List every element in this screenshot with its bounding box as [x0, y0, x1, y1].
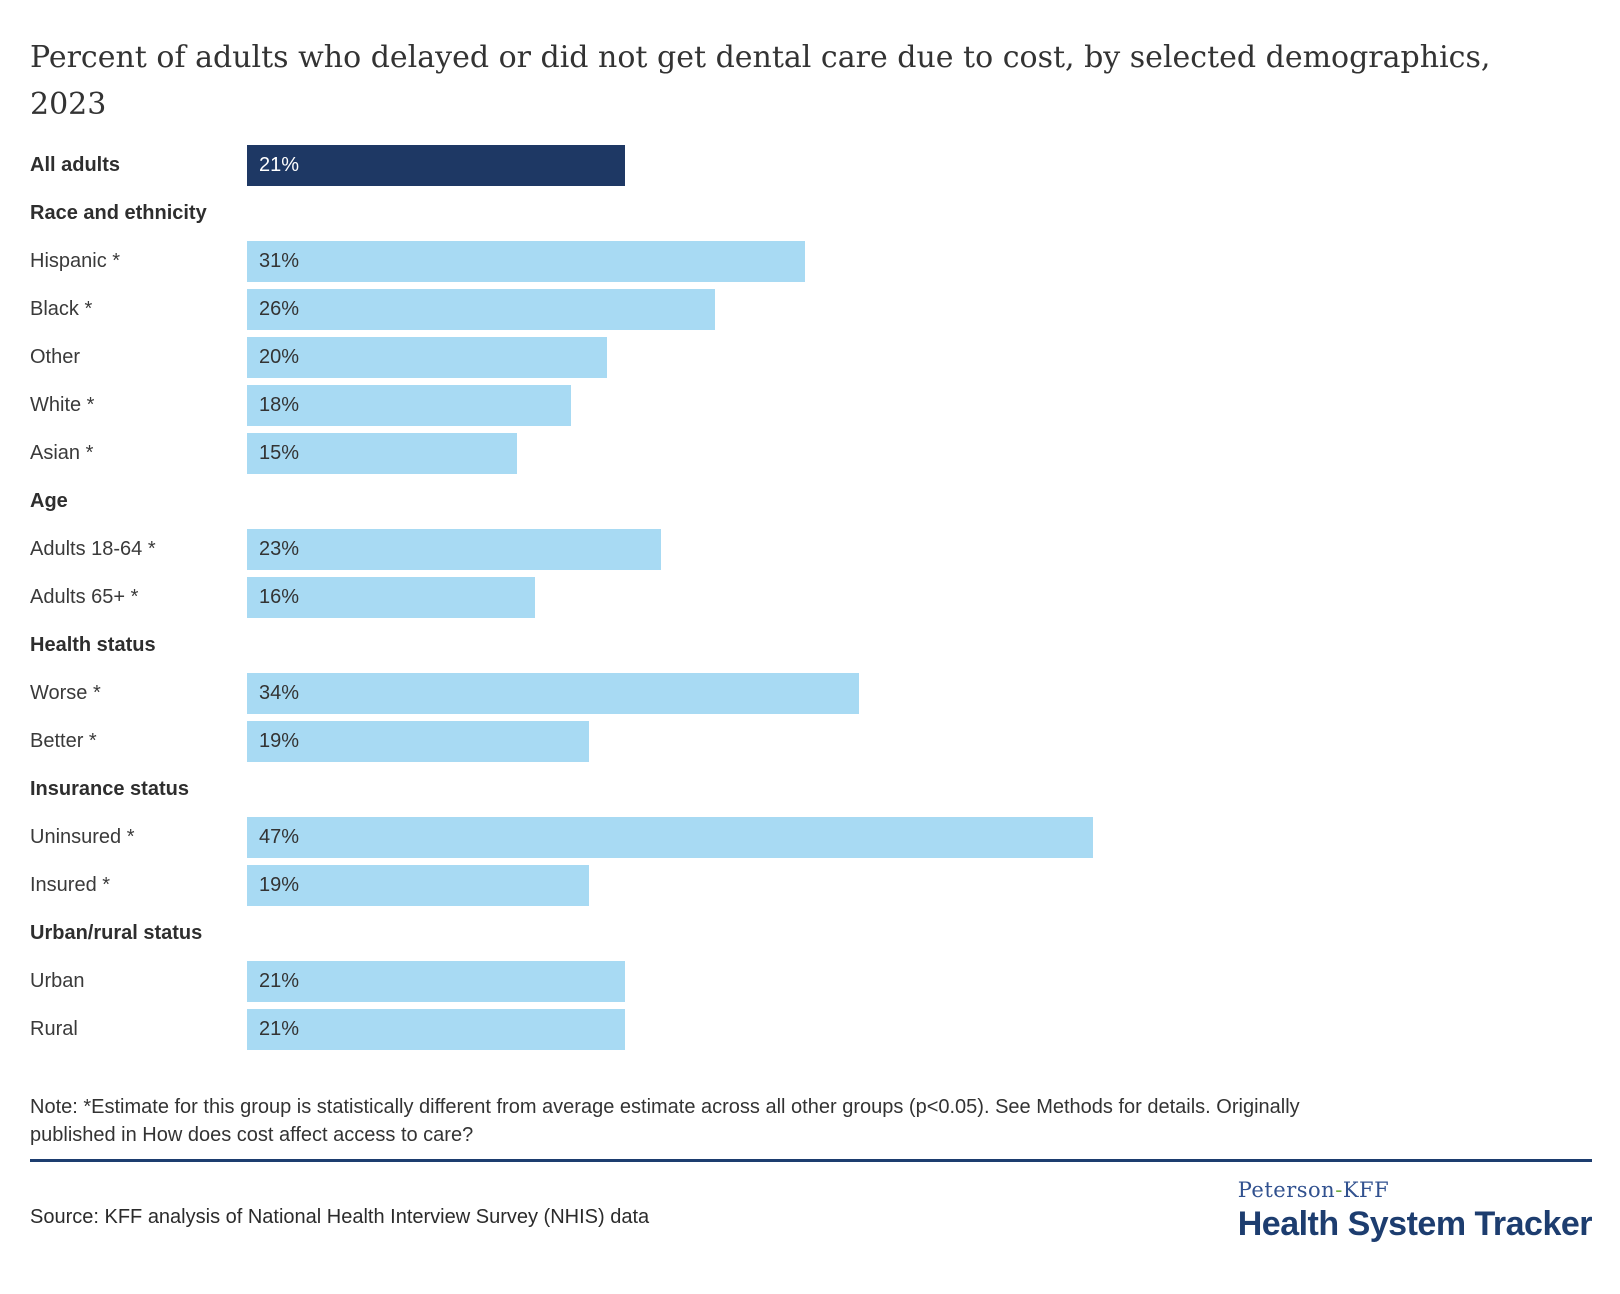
bar-track: 18%	[247, 384, 1592, 426]
bar-value-label: 26%	[259, 297, 300, 320]
bar-value-label: 21%	[259, 1017, 300, 1040]
bar-urban: 21%	[247, 960, 625, 1002]
section-header-row-health-status: Health status	[30, 621, 1592, 669]
bar-hispanic: 31%	[247, 240, 805, 282]
bar-row-uninsured: Uninsured * 47%	[30, 813, 1592, 861]
bar-track: 21%	[247, 960, 1592, 1002]
bar-value-label: 23%	[259, 537, 300, 560]
bar-black: 26%	[247, 288, 715, 330]
bar-track: 26%	[247, 288, 1592, 330]
bar-track: 19%	[247, 864, 1592, 906]
bar-row-hispanic: Hispanic * 31%	[30, 237, 1592, 285]
bar-row-urban: Urban 21%	[30, 957, 1592, 1005]
bar-track: 23%	[247, 528, 1592, 570]
bar-track: 47%	[247, 816, 1592, 858]
bar-value-label: 15%	[259, 441, 300, 464]
brand-logo: Peterson-KFF Health System Tracker	[1237, 1178, 1593, 1243]
bar-row-adults-18-64: Adults 18-64 * 23%	[30, 525, 1592, 573]
category-label: Insured *	[30, 873, 111, 896]
brand-peterson: Peterson	[1237, 1178, 1336, 1202]
bar-track: 21%	[247, 1008, 1592, 1050]
bar-value-label: 21%	[259, 153, 300, 176]
category-label: Adults 18-64 *	[30, 537, 156, 560]
bar-track: 21%	[247, 144, 1592, 186]
bar-rural: 21%	[247, 1008, 625, 1050]
bar-value-label: 34%	[259, 681, 300, 704]
brand-peterson-kff: Peterson-KFF	[1238, 1178, 1592, 1202]
bar-other: 20%	[247, 336, 607, 378]
category-label: Worse *	[30, 681, 101, 704]
bar-row-other: Other 20%	[30, 333, 1592, 381]
bar-asian: 15%	[247, 432, 517, 474]
bar-value-label: 18%	[259, 393, 300, 416]
section-header-label: Race and ethnicity	[30, 201, 207, 224]
bar-row-white: White * 18%	[30, 381, 1592, 429]
page-title-line2: 2023	[30, 87, 107, 122]
page-title: Percent of adults who delayed or did not…	[30, 34, 1575, 128]
bar-uninsured: 47%	[247, 816, 1093, 858]
bar-white: 18%	[247, 384, 571, 426]
bar-value-label: 21%	[259, 969, 300, 992]
section-header-label: Urban/rural status	[30, 921, 203, 944]
brand-dash: -	[1335, 1178, 1343, 1202]
category-label: All adults	[30, 153, 121, 176]
bar-adults-18-64: 23%	[247, 528, 661, 570]
category-label: Black *	[30, 297, 93, 320]
bar-track: 34%	[247, 672, 1592, 714]
bar-adults-65-plus: 16%	[247, 576, 535, 618]
section-header-row-age: Age	[30, 477, 1592, 525]
bar-row-all-adults: All adults 21%	[30, 141, 1592, 189]
bar-value-label: 19%	[259, 729, 300, 752]
bar-value-label: 31%	[259, 249, 300, 272]
section-header-label: Health status	[30, 633, 156, 656]
section-header-label: Age	[30, 489, 68, 512]
category-label: Hispanic *	[30, 249, 121, 272]
chart-note: Note: *Estimate for this group is statis…	[30, 1093, 1530, 1149]
bar-track: 19%	[247, 720, 1592, 762]
bar-value-label: 16%	[259, 585, 300, 608]
bar-worse: 34%	[247, 672, 859, 714]
bar-value-label: 47%	[259, 825, 300, 848]
category-label: Uninsured *	[30, 825, 135, 848]
footer: Source: KFF analysis of National Health …	[30, 1178, 1593, 1243]
divider-rule	[30, 1159, 1592, 1162]
bar-row-black: Black * 26%	[30, 285, 1592, 333]
bar-track: 31%	[247, 240, 1592, 282]
chart-note-line1: Note: *Estimate for this group is statis…	[30, 1096, 1300, 1118]
bar-row-asian: Asian * 15%	[30, 429, 1592, 477]
category-label: Other	[30, 345, 81, 368]
brand-health-system-tracker: Health System Tracker	[1237, 1205, 1593, 1243]
bar-track: 20%	[247, 336, 1592, 378]
bar-row-insured: Insured * 19%	[30, 861, 1592, 909]
bar-row-worse: Worse * 34%	[30, 669, 1592, 717]
section-header-row-insurance-status: Insurance status	[30, 765, 1592, 813]
chart-note-line2: published in How does cost affect access…	[30, 1124, 474, 1146]
category-label: Better *	[30, 729, 97, 752]
bar-value-label: 20%	[259, 345, 300, 368]
bar-track: 16%	[247, 576, 1592, 618]
section-header-row-race-and-ethnicity: Race and ethnicity	[30, 189, 1592, 237]
bar-row-better: Better * 19%	[30, 717, 1592, 765]
section-header-label: Insurance status	[30, 777, 189, 800]
category-label: Asian *	[30, 441, 94, 464]
brand-kff: KFF	[1342, 1178, 1390, 1202]
page-title-line1: Percent of adults who delayed or did not…	[30, 40, 1491, 75]
source-text: Source: KFF analysis of National Health …	[30, 1206, 650, 1228]
bar-value-label: 19%	[259, 873, 300, 896]
category-label: White *	[30, 393, 95, 416]
category-label: Urban	[30, 969, 85, 992]
category-label: Rural	[30, 1017, 78, 1040]
bar-row-adults-65-plus: Adults 65+ * 16%	[30, 573, 1592, 621]
bar-chart: All adults 21% Race and ethnicity Hispanic …	[30, 141, 1592, 1053]
bar-insured: 19%	[247, 864, 589, 906]
bar-track: 15%	[247, 432, 1592, 474]
bar-better: 19%	[247, 720, 589, 762]
section-header-row-urban-rural-status: Urban/rural status	[30, 909, 1592, 957]
bar-all-adults: 21%	[247, 144, 625, 186]
category-label: Adults 65+ *	[30, 585, 139, 608]
bar-row-rural: Rural 21%	[30, 1005, 1592, 1053]
